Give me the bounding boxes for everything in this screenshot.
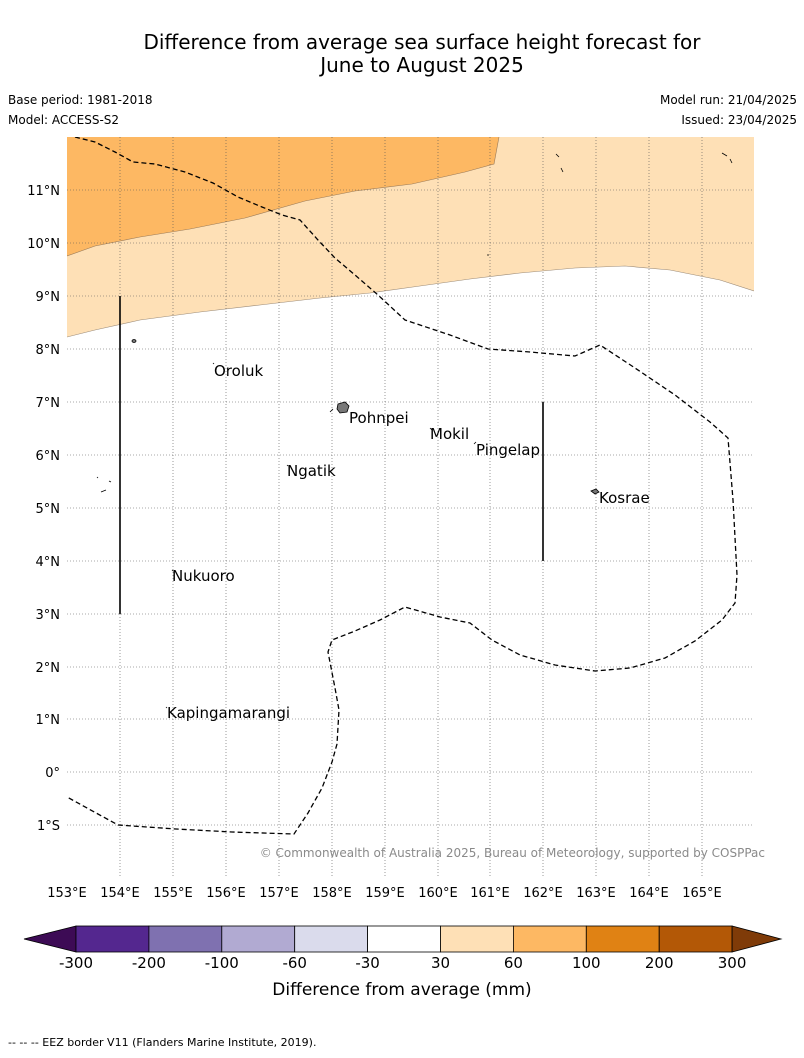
lon-tick-label: 162°E — [523, 886, 563, 901]
colorbar-segment — [585, 925, 660, 953]
lon-tick-label: 155°E — [153, 886, 193, 901]
kosrae-island — [590, 488, 600, 495]
latitude-labels: 11°N 10°N 9°N 8°N 7°N 6°N 5°N 4°N 3°N 2°N 1°N 0° 1°S — [27, 184, 60, 834]
colorbar-tick-label: -300 — [59, 954, 93, 972]
colorbar-extend-max — [731, 925, 783, 953]
colorbar-segment — [221, 925, 296, 953]
lon-tick-label: 160°E — [418, 886, 458, 901]
lat-tick-label: 0° — [45, 766, 60, 781]
colorbar-segment — [75, 925, 150, 953]
lon-tick-label: 164°E — [629, 886, 669, 901]
lat-tick-label: 5°N — [36, 502, 61, 517]
place-label-pohnpei: Pohnpei — [349, 409, 409, 427]
colorbar-tick-label: 200 — [645, 954, 674, 972]
title-line-2: June to August 2025 — [320, 53, 524, 77]
lat-tick-label: 8°N — [36, 343, 61, 358]
colorbar-title: Difference from average (mm) — [272, 980, 531, 1000]
colorbar-tick-label: 60 — [504, 954, 523, 972]
place-label-oroluk: Oroluk — [214, 362, 263, 380]
colorbar-tick-label: -100 — [205, 954, 239, 972]
lat-tick-label: 7°N — [36, 396, 61, 411]
pohnpei-island — [336, 401, 350, 414]
issued-date: Issued: 23/04/2025 — [681, 113, 797, 127]
lon-tick-label: 153°E — [47, 886, 87, 901]
place-label-mokil: Mokil — [430, 425, 469, 443]
colorbar — [23, 925, 783, 953]
copyright-notice: © Commonwealth of Australia 2025, Bureau… — [260, 846, 765, 860]
colorbar-segment — [658, 925, 733, 953]
lat-tick-label: 3°N — [36, 608, 61, 623]
colorbar-tick-label: -30 — [355, 954, 380, 972]
model-run: Model run: 21/04/2025 — [659, 93, 797, 107]
longitude-labels: 153°E 154°E 155°E 156°E 157°E 158°E 159°E 160°E… — [47, 886, 722, 901]
lon-tick-label: 154°E — [100, 886, 140, 901]
place-labels: Oroluk Pohnpei Mokil Pingelap Ngatik Kos… — [167, 362, 650, 722]
lon-tick-label: 163°E — [576, 886, 616, 901]
page-title: Difference from average sea surface heig… — [0, 31, 804, 77]
eez-border — [67, 137, 738, 835]
map-figure: Oroluk Pohnpei Mokil Pingelap Ngatik Kos… — [23, 137, 783, 1000]
lat-tick-label: 1°N — [36, 713, 61, 728]
title-line-1: Difference from average sea surface heig… — [143, 30, 701, 54]
colorbar-tick-label: 300 — [718, 954, 747, 972]
small-island — [96, 152, 733, 709]
place-label-nukuoro: Nukuoro — [172, 567, 235, 585]
place-label-pingelap: Pingelap — [476, 441, 540, 459]
lat-tick-label: 10°N — [27, 237, 60, 252]
colorbar-tick-label: 100 — [572, 954, 601, 972]
lat-tick-label: 2°N — [36, 661, 61, 676]
place-label-kosrae: Kosrae — [599, 489, 650, 507]
small-island — [131, 339, 137, 343]
footer-note: -- -- -- EEZ border V11 (Flanders Marine… — [8, 1036, 317, 1049]
colorbar-tick-label: -60 — [282, 954, 307, 972]
place-label-kapingamarangi: Kapingamarangi — [167, 704, 290, 722]
lon-tick-label: 159°E — [365, 886, 405, 901]
colorbar-segment — [148, 925, 223, 953]
model-name: Model: ACCESS-S2 — [8, 113, 120, 127]
lat-tick-label: 1°S — [37, 819, 60, 834]
colorbar-tick-label: 30 — [431, 954, 450, 972]
lat-tick-label: 4°N — [36, 555, 61, 570]
lon-tick-label: 165°E — [682, 886, 722, 901]
colorbar-segment — [440, 925, 514, 953]
lon-tick-label: 157°E — [259, 886, 299, 901]
colorbar-tick-label: -200 — [132, 954, 166, 972]
lon-tick-label: 161°E — [470, 886, 510, 901]
map-area — [67, 137, 754, 876]
lon-tick-label: 158°E — [312, 886, 352, 901]
lat-tick-label: 6°N — [36, 449, 61, 464]
anomaly-region-60-100 — [67, 137, 499, 256]
islands — [96, 152, 733, 709]
lon-tick-label: 156°E — [206, 886, 246, 901]
colorbar-segment — [294, 925, 369, 953]
lat-tick-label: 9°N — [36, 290, 61, 305]
colorbar-segment — [513, 925, 587, 953]
lat-tick-label: 11°N — [27, 184, 60, 199]
colorbar-segment — [367, 925, 441, 953]
base-period: Base period: 1981-2018 — [8, 93, 153, 107]
colorbar-tick-labels: -300 -200 -100 -60 -30 30 60 100 200 300 — [59, 954, 746, 972]
colorbar-extend-min — [23, 925, 77, 953]
place-label-ngatik: Ngatik — [287, 462, 336, 480]
